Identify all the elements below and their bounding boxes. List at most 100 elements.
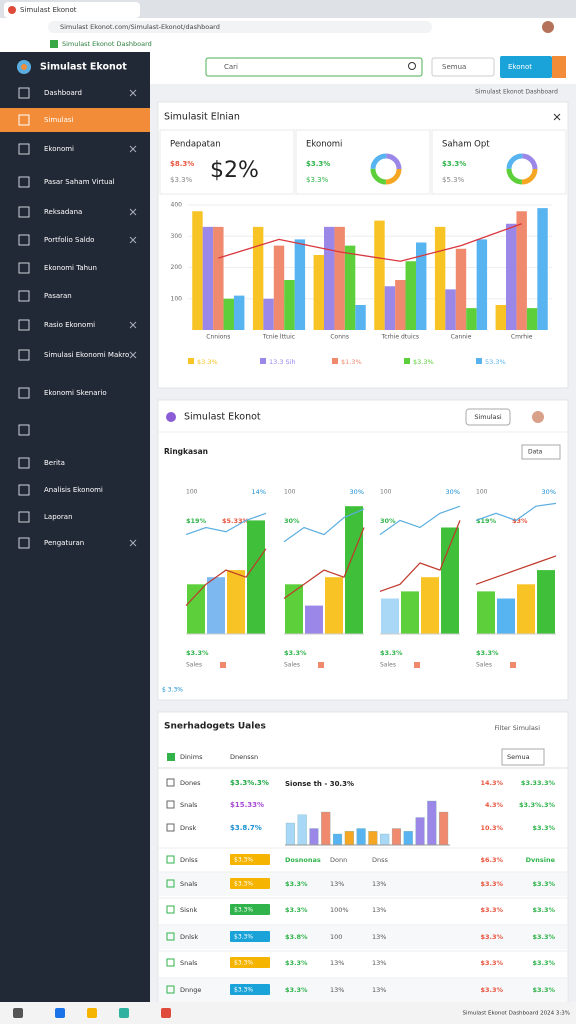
row-pct: $6.3%: [480, 856, 503, 864]
menu-item[interactable]: Simulasi Ekonomi Makro: [44, 351, 129, 359]
menu-item[interactable]: Dashboard: [44, 89, 82, 97]
bar: [233, 295, 245, 330]
taskbar-icon[interactable]: [55, 1008, 65, 1018]
row-cell: Donn: [330, 856, 347, 864]
menu-item[interactable]: Portfolio Saldo: [44, 236, 94, 244]
y-tick-label: 100: [284, 489, 296, 496]
menu-item[interactable]: Rasio Ekonomi: [44, 321, 95, 329]
taskbar: [0, 1002, 576, 1024]
close-icon[interactable]: [129, 89, 137, 97]
menu-icon: [18, 319, 30, 331]
sidebar: [0, 52, 150, 1002]
row-cell: 13%: [372, 986, 386, 994]
orange-button[interactable]: [552, 56, 566, 78]
close-icon[interactable]: [129, 236, 137, 244]
row-cell: 100: [330, 933, 342, 941]
chart-caption: Sales: [284, 662, 300, 669]
row-bg: [159, 872, 567, 896]
price-line: [185, 548, 267, 607]
close-icon[interactable]: [129, 351, 137, 359]
kpi-sub: $3.3%: [306, 160, 330, 168]
menu-item[interactable]: Ekonomi: [44, 145, 74, 153]
filter[interactable]: [521, 444, 561, 460]
bar: [477, 591, 495, 634]
chart-footer: $3.3%: [186, 649, 209, 657]
topbar-note: Simulast Ekonot Dashboard: [475, 89, 558, 96]
legend-label: 53.3%: [485, 358, 506, 366]
bar: [227, 570, 245, 634]
close-icon[interactable]: [553, 113, 561, 121]
donut-ring: [506, 153, 538, 185]
taskbar-icon[interactable]: [13, 1008, 23, 1018]
legend-label: $1.3%: [341, 358, 362, 366]
trend-line: [475, 502, 557, 522]
tab[interactable]: [4, 2, 140, 18]
bar: [223, 298, 234, 330]
close-icon[interactable]: [129, 208, 137, 216]
bar: [537, 570, 555, 634]
select[interactable]: [431, 57, 495, 77]
row-pct: $3.3%: [480, 959, 503, 967]
bar: [368, 831, 378, 846]
filter-link[interactable]: Filter Simulasi: [494, 724, 540, 732]
x-tick-label: Conns: [330, 334, 349, 341]
menu-icon: [18, 206, 30, 218]
bar: [321, 811, 331, 846]
bar: [334, 226, 345, 330]
url-field[interactable]: [48, 21, 432, 33]
bookmark: Simulast Ekonot Dashboard: [62, 40, 152, 48]
row-right: $3.3%: [532, 880, 555, 888]
row-icon: [166, 905, 175, 914]
kpi-sub: $3.3%: [170, 176, 193, 184]
select-label: Semua: [442, 63, 466, 71]
menu-item[interactable]: Laporan: [44, 513, 73, 521]
tag-label: 30%: [284, 517, 300, 525]
close-icon[interactable]: [129, 539, 137, 547]
menu-item[interactable]: Pasar Saham Virtual: [44, 178, 115, 186]
bar: [427, 800, 437, 846]
kpi-label: Pendapatan: [170, 140, 221, 150]
menu-icon: [18, 262, 30, 274]
menu-item[interactable]: Ekonomi Tahun: [44, 264, 97, 272]
menu-item[interactable]: Simulasi: [44, 116, 74, 124]
url: Simulast Ekonot.com/Simulast-Ekonot/dash…: [60, 23, 220, 31]
value-label: 30%: [542, 488, 556, 496]
kpi-sub: $3.3%: [442, 160, 466, 168]
x-tick-label: Cnnions: [206, 334, 230, 341]
panel-button[interactable]: [465, 408, 511, 426]
donut-ring: [370, 153, 402, 185]
bar: [476, 239, 488, 330]
filter-label: Data: [528, 449, 543, 456]
panel-footer: $ 3.3%: [162, 687, 183, 694]
close-icon[interactable]: [129, 145, 137, 153]
badge-label: $3.3%: [234, 934, 253, 941]
kpi-sub: $8.3%: [170, 160, 194, 168]
row-value: $3.3%: [285, 986, 308, 994]
row-name: Dnlsk: [180, 933, 198, 941]
x-tick-label: Cannie: [451, 334, 472, 341]
primary-button[interactable]: [500, 56, 552, 78]
panel-button-label[interactable]: Simulasi: [474, 413, 502, 421]
menu-item[interactable]: Analisis Ekonomi: [44, 486, 103, 494]
kpi-sub: $5.3%: [442, 176, 465, 184]
taskbar-icon[interactable]: [87, 1008, 97, 1018]
select[interactable]: [501, 748, 545, 766]
bar: [517, 584, 535, 634]
menu-item[interactable]: Reksadana: [44, 208, 82, 216]
close-icon[interactable]: [129, 321, 137, 329]
taskbar-icon[interactable]: [161, 1008, 171, 1018]
menu-item[interactable]: Pengaturan: [44, 539, 84, 547]
menu-item[interactable]: Ekonomi Skenario: [44, 389, 107, 397]
chart-caption: Sales: [186, 662, 202, 669]
tag-label: $3%: [512, 517, 528, 525]
taskbar-icon[interactable]: [119, 1008, 129, 1018]
search-box[interactable]: [205, 57, 423, 77]
donut-ring: [506, 153, 538, 185]
bookmark-bar: [0, 36, 576, 52]
menu-item[interactable]: Pasaran: [44, 292, 72, 300]
bar: [355, 305, 366, 330]
button-label[interactable]: Ekonot: [508, 63, 532, 71]
menu-item[interactable]: Berita: [44, 459, 65, 467]
price-line: [283, 527, 365, 599]
